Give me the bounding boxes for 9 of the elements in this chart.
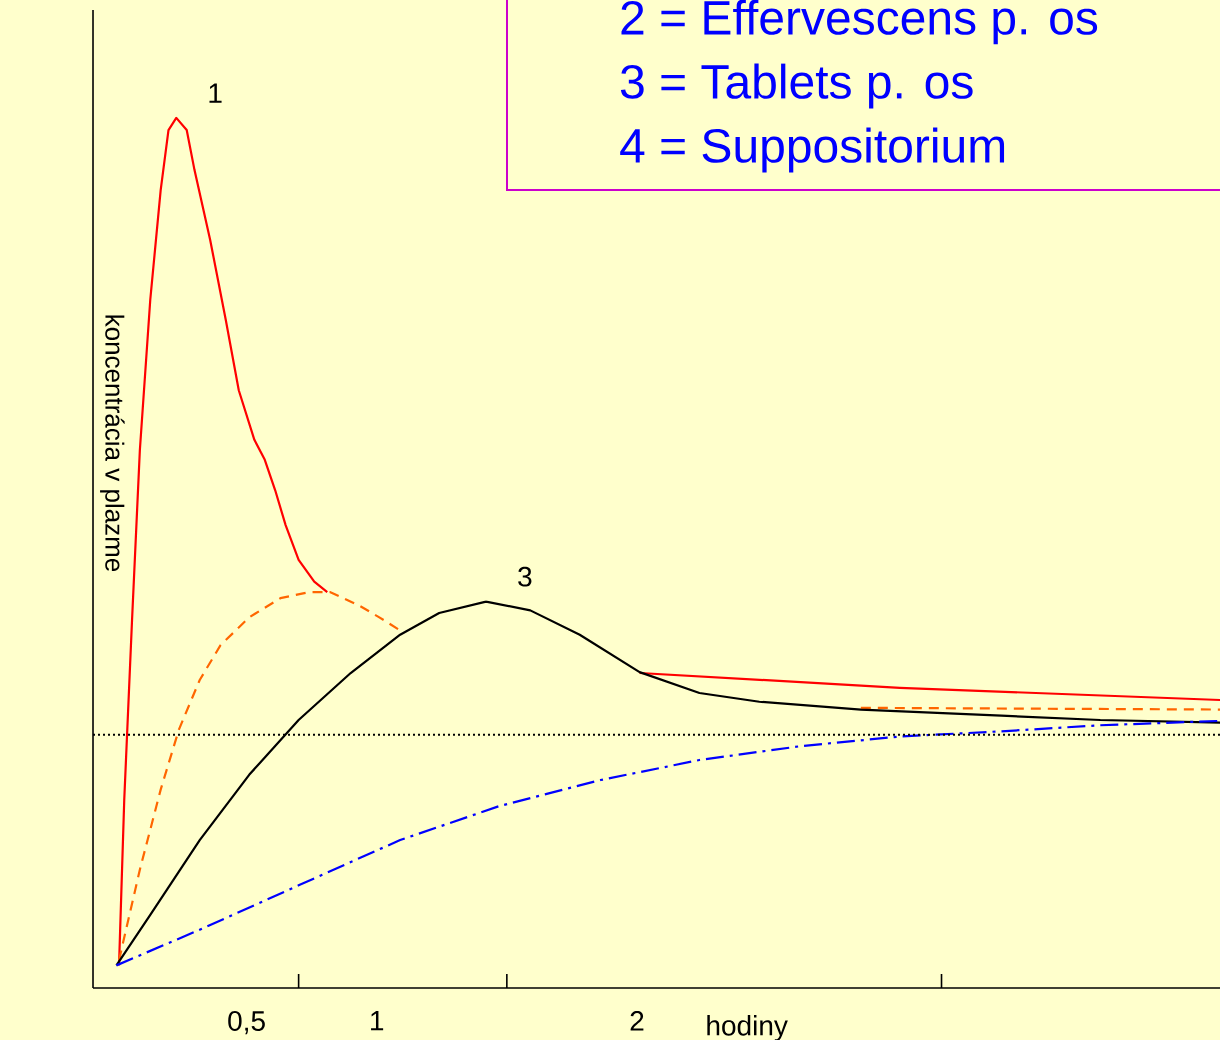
- text: 3 = Tablets p. os: [620, 63, 973, 109]
- y-axis-title: koncentrácia v plazme: [100, 315, 125, 572]
- text: 2 = Effervescens p. os: [621, 0, 1098, 45]
- x-tick-label: 1: [371, 1011, 384, 1031]
- annotation: 4 = Suppositorium: [620, 127, 1005, 173]
- series-label: 1: [209, 83, 222, 103]
- x-tick-label: 0,5: [228, 1011, 265, 1035]
- series-label: 3: [518, 566, 532, 587]
- x-tick-label: 2: [630, 1011, 644, 1031]
